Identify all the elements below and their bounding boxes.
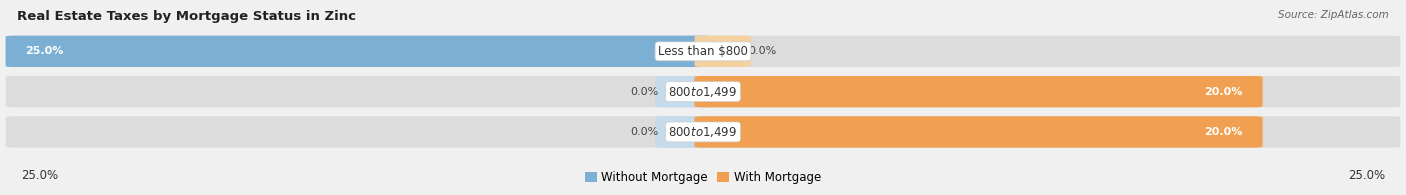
Text: 0.0%: 0.0% [630, 87, 658, 97]
Legend: Without Mortgage, With Mortgage: Without Mortgage, With Mortgage [581, 167, 825, 189]
Text: 0.0%: 0.0% [748, 46, 776, 56]
Text: 25.0%: 25.0% [21, 169, 58, 182]
FancyBboxPatch shape [655, 116, 711, 148]
Text: 20.0%: 20.0% [1205, 127, 1243, 137]
FancyBboxPatch shape [6, 116, 1400, 148]
Text: 0.0%: 0.0% [630, 127, 658, 137]
FancyBboxPatch shape [6, 36, 711, 67]
Text: Less than $800: Less than $800 [658, 45, 748, 58]
Text: $800 to $1,499: $800 to $1,499 [668, 125, 738, 139]
FancyBboxPatch shape [6, 36, 1400, 67]
Text: $800 to $1,499: $800 to $1,499 [668, 85, 738, 99]
Text: Source: ZipAtlas.com: Source: ZipAtlas.com [1278, 10, 1389, 20]
FancyBboxPatch shape [695, 116, 1263, 148]
FancyBboxPatch shape [695, 36, 751, 67]
FancyBboxPatch shape [695, 76, 1263, 107]
FancyBboxPatch shape [6, 76, 1400, 107]
Text: 25.0%: 25.0% [1348, 169, 1385, 182]
Text: 20.0%: 20.0% [1205, 87, 1243, 97]
Text: Real Estate Taxes by Mortgage Status in Zinc: Real Estate Taxes by Mortgage Status in … [17, 10, 356, 23]
FancyBboxPatch shape [655, 76, 711, 107]
Text: 25.0%: 25.0% [25, 46, 63, 56]
